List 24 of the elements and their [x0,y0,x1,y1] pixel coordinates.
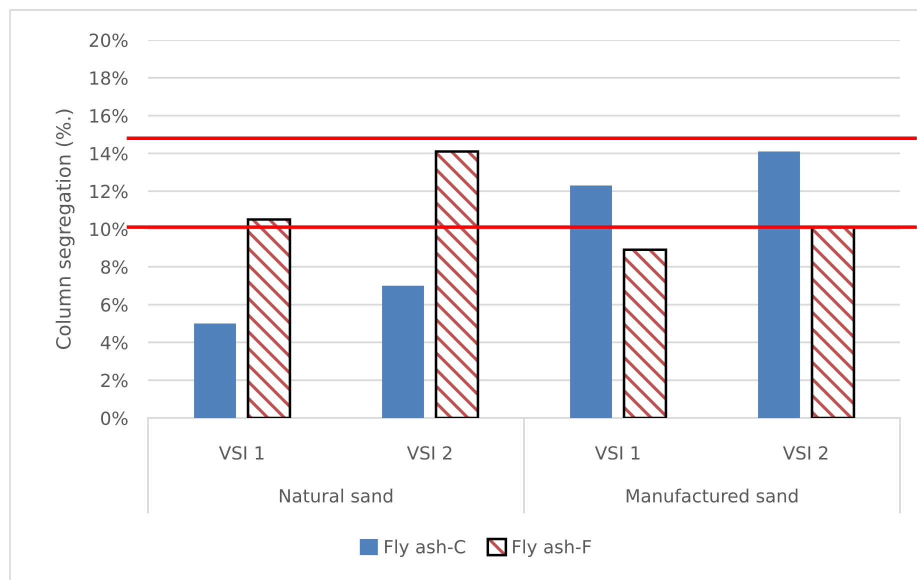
x-tick-label: VSI 1 [594,446,640,460]
x-tick-label: VSI 2 [406,446,452,460]
y-tick-label: 18% [90,71,128,85]
legend-label: Fly ash-C [385,540,466,558]
y-tick-label: 16% [90,109,128,123]
bar [758,152,800,418]
y-tick-label: 2% [101,374,128,388]
x-tick-label: VSI 2 [782,446,828,460]
legend-label: Fly ash-F [513,540,591,558]
y-tick-label: 8% [101,260,128,274]
x-tick-label: VSI 1 [218,446,264,460]
text: Natural sand [280,488,392,503]
y-tick-label: 6% [101,298,128,312]
y-tick-label: 12% [90,184,128,198]
y-tick-label: 20% [90,33,128,48]
y-tick-label: 0% [101,411,128,426]
y-axis-title: Column segregation (%.) [56,110,75,349]
y-tick-label: 10% [90,222,128,236]
bar [194,324,236,418]
bar [382,286,424,418]
y-tick-label: 14% [90,146,128,161]
text: Manufactured sand [626,488,798,503]
y-tick-label: 4% [100,336,128,350]
bar [570,186,612,418]
